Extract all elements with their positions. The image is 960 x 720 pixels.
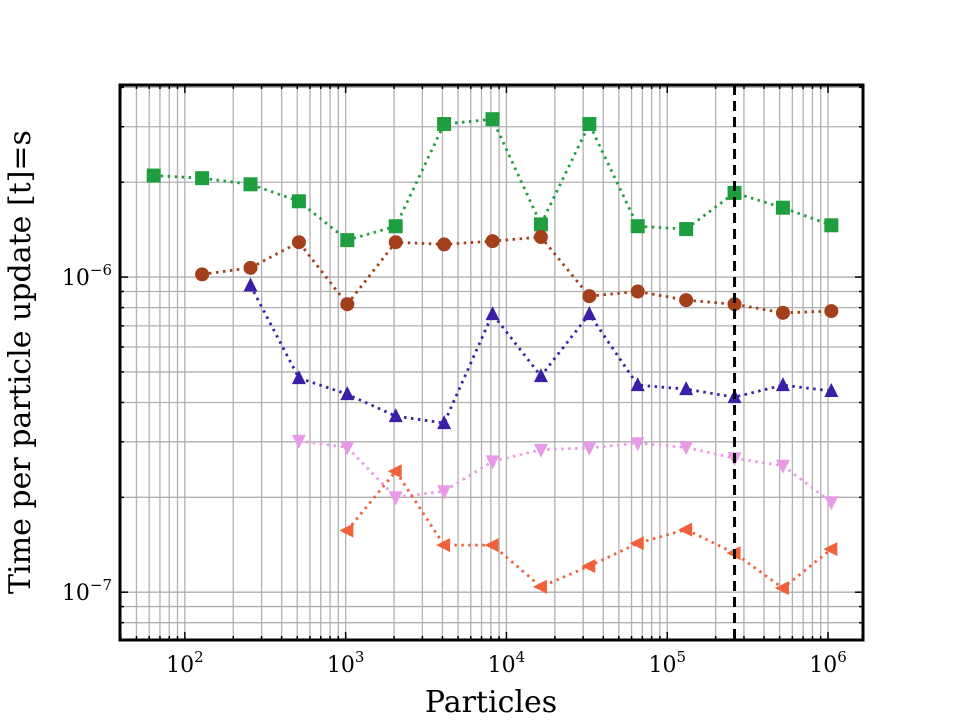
blue-triangles-up-point	[485, 306, 500, 321]
x-tick-label: 103	[327, 648, 365, 678]
pink-triangles-down-point	[437, 485, 452, 500]
x-tick-label: 104	[488, 648, 526, 678]
pink-triangles-down-point	[291, 434, 306, 449]
y-tick-label: 10−6	[62, 261, 112, 291]
ticks: 102 103 104 105 106 10−6 10−7	[62, 85, 863, 678]
blue-triangles-up-point	[340, 386, 355, 401]
orange-triangles-left-line	[346, 468, 833, 590]
blue-triangles-up-point	[679, 381, 694, 396]
brown-circles-point	[388, 235, 403, 250]
orange-triangles-left-point	[774, 581, 789, 596]
y-tick-label: 10−7	[62, 576, 112, 606]
brown-circles-point	[533, 230, 548, 245]
pink-triangles-down-point	[533, 443, 548, 458]
green-squares-point	[388, 219, 403, 234]
x-tick-label: 105	[648, 648, 686, 678]
brown-circles-point	[437, 237, 452, 252]
blue-triangles-up-point	[437, 415, 452, 430]
brown-circles-point	[727, 297, 742, 312]
pink-triangles-down-point	[775, 459, 790, 474]
blue-triangles-up-point	[388, 408, 403, 423]
green-squares-point	[727, 185, 742, 200]
brown-circles-point	[630, 284, 645, 299]
orange-triangles-left-point	[629, 536, 644, 551]
orange-triangles-left-point	[436, 538, 451, 553]
blue-triangles-up-point	[775, 377, 790, 392]
green-squares-point	[195, 171, 210, 186]
blue-triangles-up-point	[630, 377, 645, 392]
green-squares-line	[153, 117, 832, 242]
brown-circles-point	[679, 293, 694, 308]
green-squares-point	[630, 219, 645, 234]
brown-circles-point	[291, 235, 306, 250]
blue-triangles-up-point	[582, 306, 597, 321]
green-squares-point	[243, 177, 258, 192]
grid	[120, 85, 863, 640]
blue-triangles-up-point	[824, 382, 839, 397]
green-squares-point	[775, 200, 790, 215]
brown-circles-point	[243, 260, 258, 275]
pink-triangles-down-point	[388, 491, 403, 506]
orange-triangles-left-point	[823, 542, 838, 557]
brown-circles-point	[775, 305, 790, 320]
orange-triangles-left-point	[387, 464, 402, 479]
orange-triangles-left-point	[581, 559, 596, 574]
green-squares-point	[485, 112, 500, 127]
orange-triangles-left-point	[532, 579, 547, 594]
brown-circles-point	[582, 289, 597, 304]
pink-triangles-down-point	[340, 441, 355, 456]
green-squares-point	[146, 168, 161, 183]
brown-circles-point	[195, 267, 210, 282]
green-squares-point	[824, 218, 839, 233]
blue-triangles-up-point	[243, 277, 258, 292]
blue-triangles-up-point	[533, 368, 548, 383]
brown-circles-point	[824, 304, 839, 319]
pink-triangles-down-line	[298, 439, 833, 504]
pink-triangles-down-point	[824, 496, 839, 511]
brown-circles-point	[340, 297, 355, 312]
orange-triangles-left-point	[678, 522, 693, 537]
x-axis-label: Particles	[425, 685, 557, 720]
pink-triangles-down-point	[485, 455, 500, 470]
pink-triangles-down-point	[679, 441, 694, 456]
orange-triangles-left-point	[484, 538, 499, 553]
green-squares-point	[340, 233, 355, 248]
series-layer	[146, 85, 839, 640]
green-squares-point	[582, 117, 597, 132]
blue-triangles-up-point	[291, 370, 306, 385]
green-squares-point	[437, 117, 452, 132]
green-squares-point	[533, 217, 548, 232]
pink-triangles-down-point	[582, 441, 597, 456]
x-tick-label: 106	[809, 648, 847, 678]
y-axis-label: Time per particle update [t]=s	[3, 130, 38, 594]
pink-triangles-down-point	[630, 437, 645, 452]
x-tick-label: 102	[166, 648, 204, 678]
green-squares-point	[679, 222, 694, 237]
orange-triangles-left-point	[339, 523, 354, 538]
green-squares-point	[291, 194, 306, 209]
brown-circles-point	[485, 234, 500, 249]
